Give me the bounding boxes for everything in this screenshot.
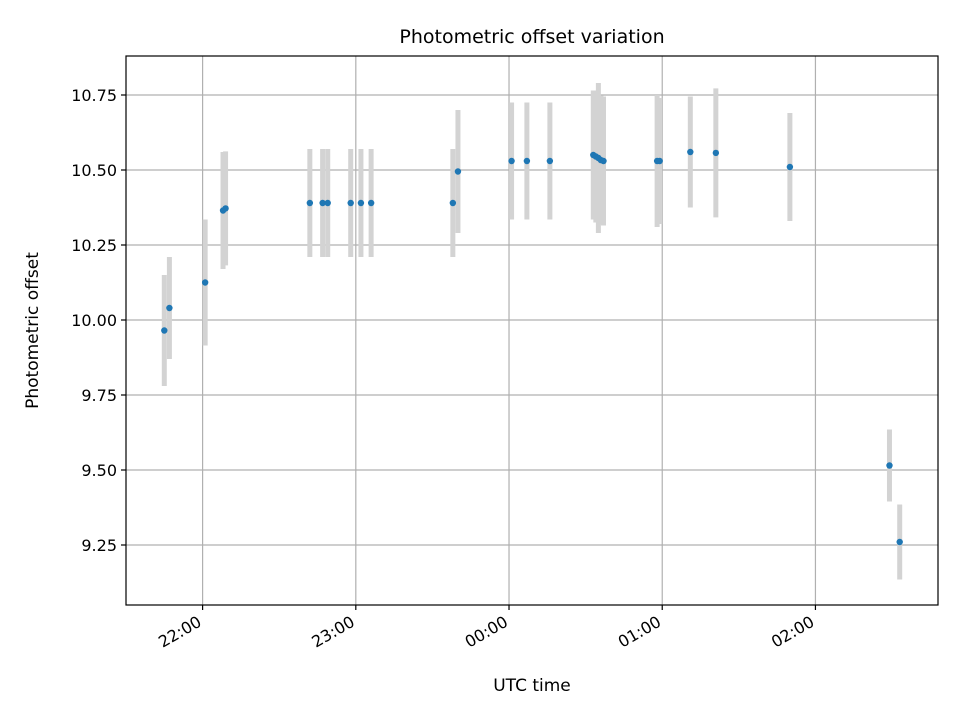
x-tick-label: 23:00 [308,612,357,652]
data-point [347,199,354,207]
x-axis-label: UTC time [493,676,571,696]
data-point [600,157,607,165]
data-point [712,149,720,157]
data-point [319,199,326,207]
data-point [886,462,893,469]
axis-ticks: 22:00 23:00 00:00 01:00 02:00 9.25 9.50 9.75 10.… [71,86,817,652]
data-point [166,304,173,312]
y-tick-label: 9.50 [81,461,117,480]
y-axis-label: Photometric offset [23,252,43,409]
y-tick-label: 10.25 [71,236,117,255]
data-points [161,148,903,546]
y-tick-label: 10.50 [71,161,117,180]
data-point [357,199,365,207]
data-point [656,157,663,165]
x-tick-label: 01:00 [615,612,664,652]
data-point [687,148,694,156]
data-point [449,199,457,207]
y-tick-label: 9.25 [81,536,117,555]
data-point [508,157,515,165]
data-point [896,538,903,546]
data-point [222,205,229,212]
data-point [367,199,375,207]
x-tick-label: 22:00 [155,612,204,652]
data-point [306,199,314,207]
data-point [324,199,331,207]
data-point [161,327,168,334]
data-point [523,157,531,165]
chart-title: Photometric offset variation [399,26,664,48]
y-tick-label: 9.75 [81,386,117,405]
x-tick-label: 02:00 [768,612,817,652]
data-point [786,163,794,171]
y-tick-label: 10.75 [71,86,117,105]
plot-frame [125,55,939,606]
data-point [546,157,554,165]
x-tick-label: 00:00 [462,612,511,652]
error-bars [161,83,903,580]
data-point [201,279,209,286]
data-point [454,168,462,175]
y-tick-label: 10.00 [71,311,117,330]
grid [126,56,938,605]
